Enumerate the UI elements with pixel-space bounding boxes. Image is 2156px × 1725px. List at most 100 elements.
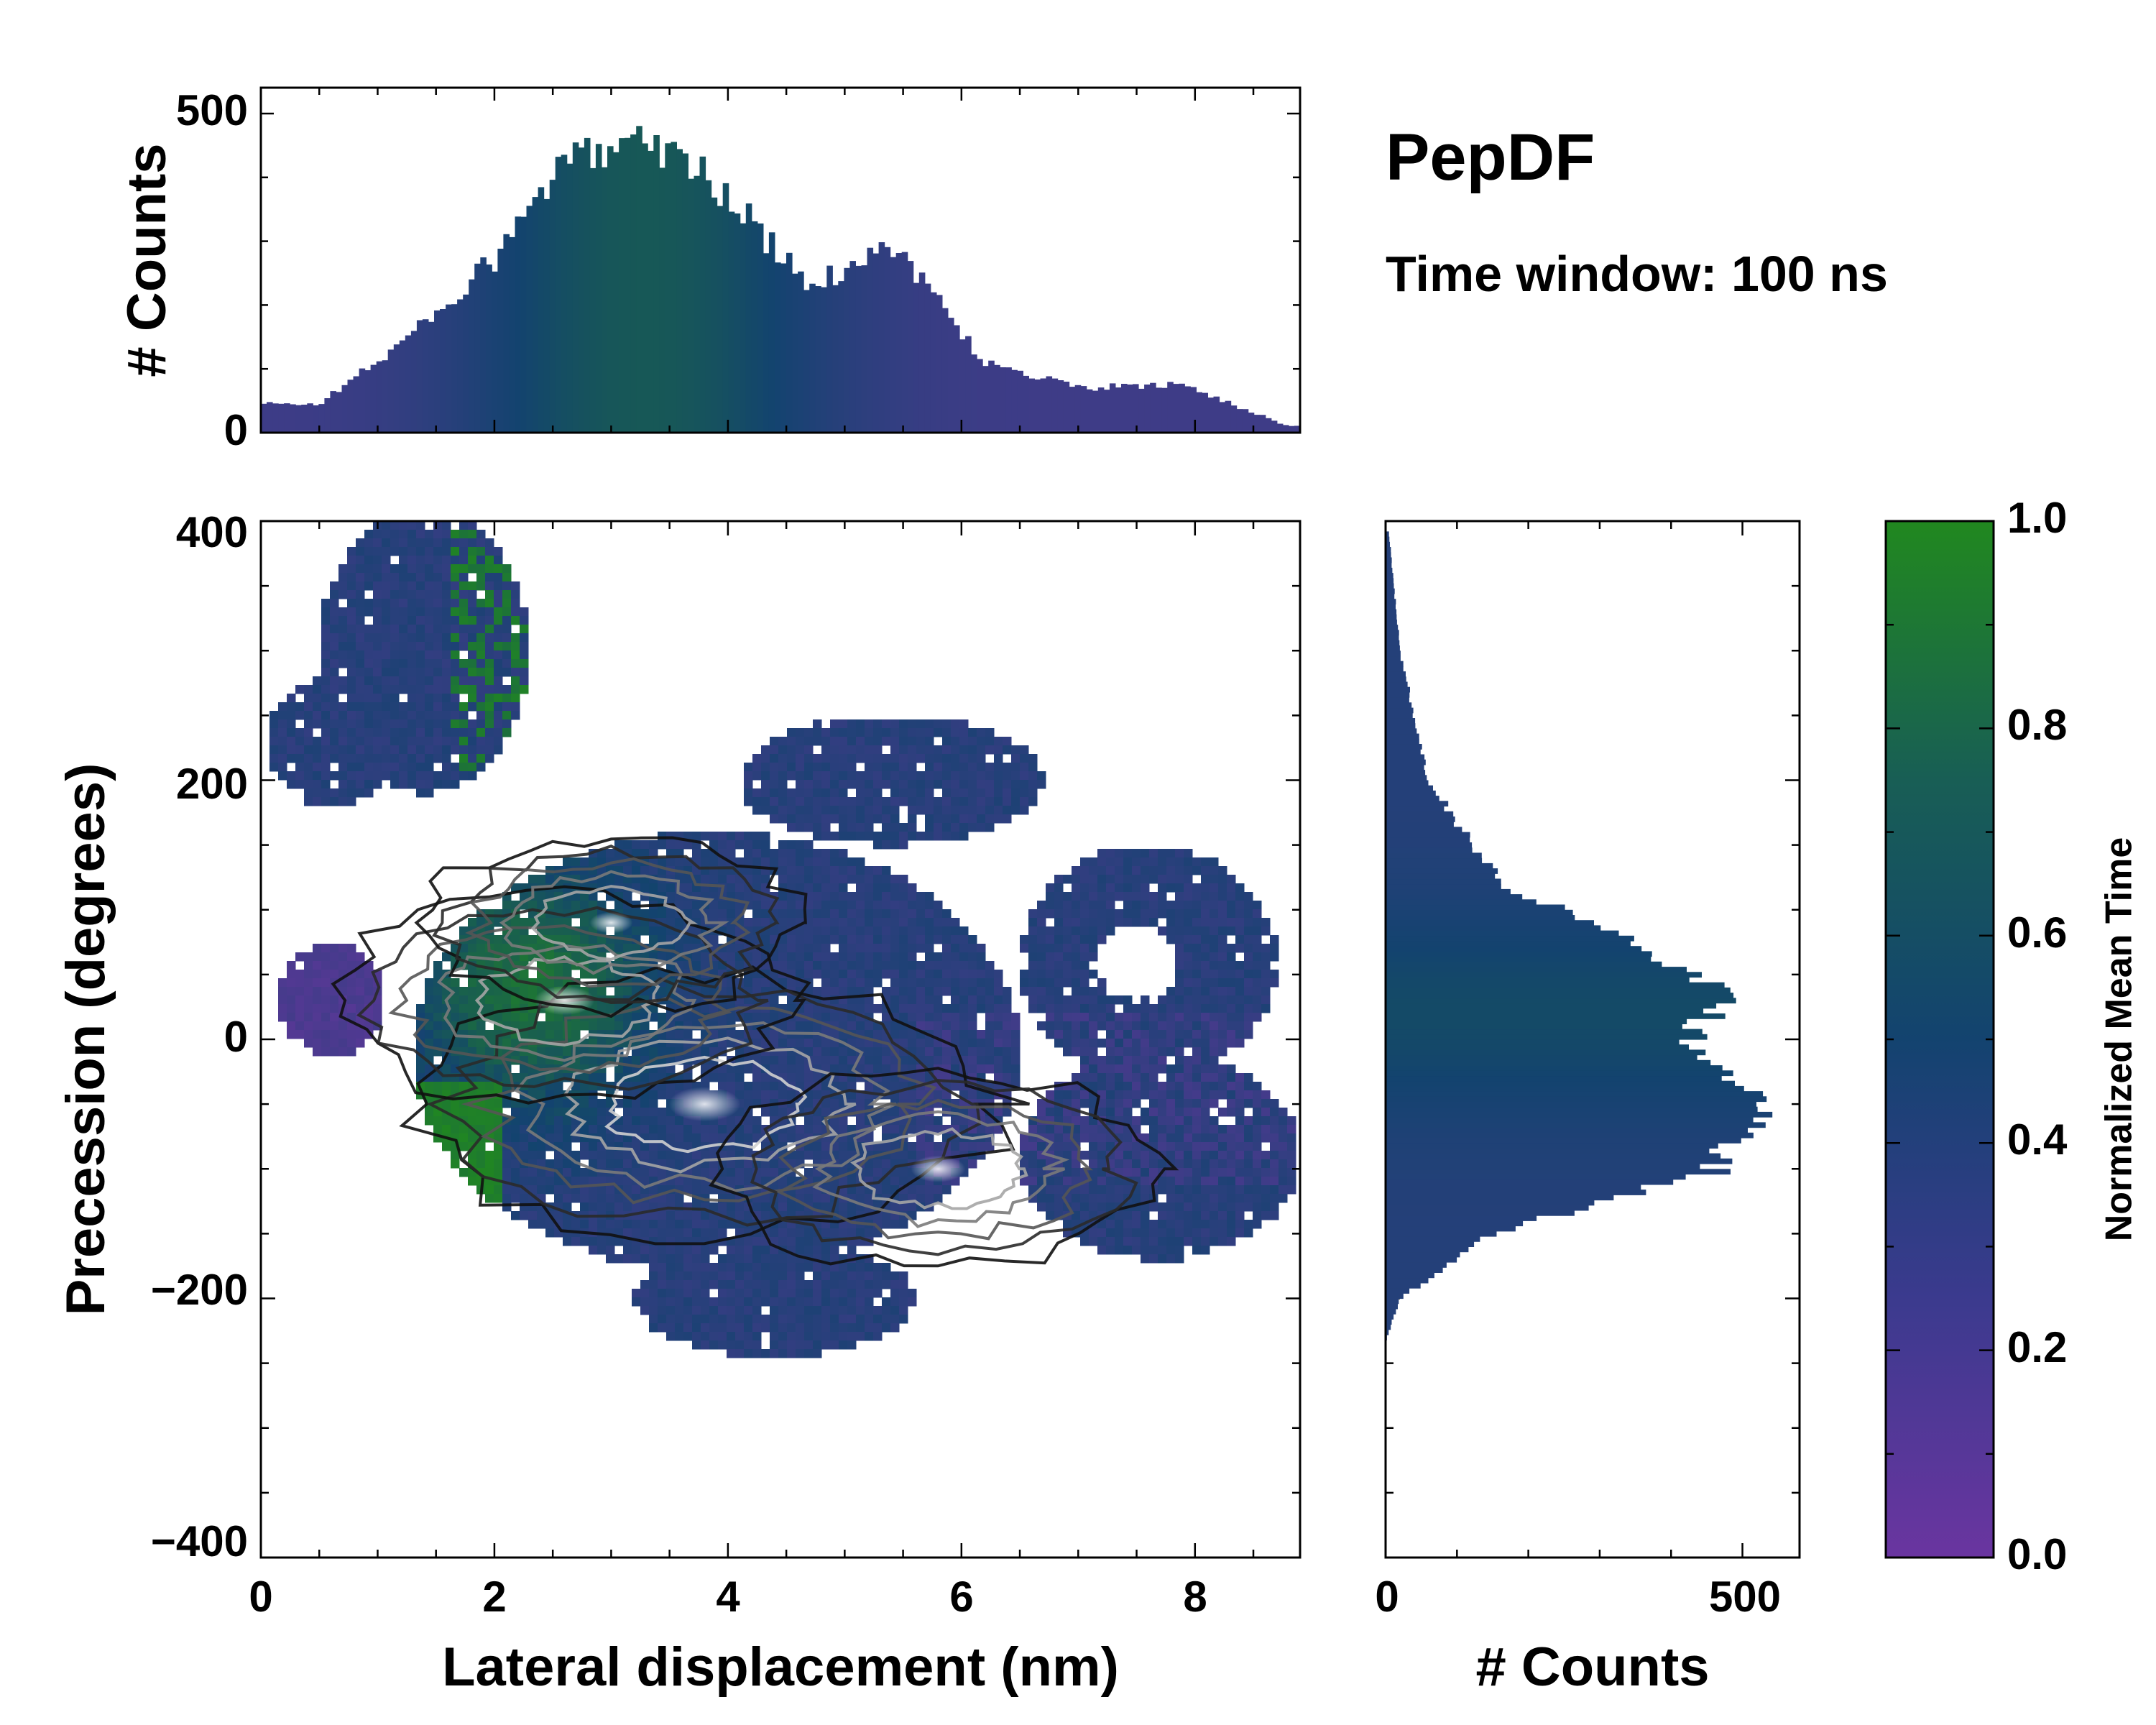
heatmap-cell: [1072, 970, 1081, 979]
heatmap-cell: [735, 961, 745, 970]
heatmap-cell: [709, 1315, 719, 1324]
heatmap-cell: [813, 909, 822, 919]
top-histogram-bar: [422, 319, 429, 433]
heatmap-cell: [1080, 1047, 1089, 1057]
heatmap-cell: [373, 719, 382, 729]
heatmap-cell: [442, 780, 451, 789]
heatmap-cell: [804, 875, 814, 884]
heatmap-cell: [321, 607, 331, 617]
top-histogram-bar: [948, 318, 954, 433]
top-histogram-bar: [336, 392, 342, 433]
heatmap-cell: [761, 1211, 770, 1220]
heatmap-cell: [752, 797, 762, 806]
top-histogram-bar: [405, 335, 412, 433]
heatmap-cell: [476, 728, 486, 737]
heatmap-cell: [666, 1013, 676, 1022]
heatmap-cell: [1106, 1073, 1115, 1082]
heatmap-cell: [813, 875, 822, 884]
heatmap-cell: [735, 1280, 745, 1289]
heatmap-cell: [399, 763, 408, 772]
heatmap-cell: [494, 1168, 503, 1177]
heatmap-cell: [330, 1030, 339, 1039]
heatmap-cell: [934, 1142, 943, 1151]
heatmap-cell: [1089, 1004, 1098, 1013]
heatmap-cell: [683, 875, 693, 884]
heatmap-cell: [1046, 1194, 1055, 1203]
heatmap-cell: [563, 1133, 572, 1143]
heatmap-cell: [1115, 1064, 1124, 1074]
heatmap-cell: [494, 625, 503, 634]
heatmap-cell: [847, 719, 857, 729]
heatmap-cell: [813, 952, 822, 962]
top-histogram-bar: [1092, 390, 1099, 433]
heatmap-cell: [1072, 892, 1081, 901]
heatmap-cell: [718, 1297, 727, 1307]
heatmap-cell: [744, 1177, 753, 1186]
heatmap-cell: [951, 1013, 960, 1022]
heatmap-cell: [330, 737, 339, 746]
top-histogram-bar: [884, 247, 891, 433]
heatmap-cell: [683, 1289, 693, 1298]
heatmap-cell: [1072, 1030, 1081, 1039]
heatmap-cell: [882, 1323, 891, 1333]
heatmap-cell: [942, 771, 952, 781]
heatmap-cell: [502, 944, 512, 953]
heatmap-cell: [899, 840, 908, 850]
heatmap-cell: [416, 754, 425, 763]
top-histogram-bar: [642, 143, 648, 433]
heatmap-cell: [873, 1315, 883, 1324]
heatmap-cell: [1141, 1254, 1150, 1264]
heatmap-cell: [778, 1323, 788, 1333]
heatmap-cell: [511, 711, 520, 720]
top-histogram-bar: [1103, 390, 1110, 433]
heatmap-cell: [1106, 1013, 1115, 1022]
heatmap-cell: [847, 771, 857, 781]
heatmap-cell: [821, 1151, 831, 1160]
heatmap-cell: [796, 926, 805, 936]
heatmap-cell: [1097, 935, 1107, 944]
heatmap-cell: [545, 918, 555, 927]
heatmap-cell: [321, 694, 331, 703]
heatmap-cell: [890, 961, 900, 970]
heatmap-cell: [675, 1332, 684, 1341]
heatmap-cell: [563, 1047, 572, 1057]
heatmap-cell: [528, 935, 538, 944]
heatmap-cell: [459, 556, 469, 565]
heatmap-cell: [1106, 1021, 1115, 1031]
heatmap-cell: [313, 995, 322, 1005]
heatmap-cell: [330, 694, 339, 703]
heatmap-cell: [407, 521, 417, 530]
heatmap-cell: [925, 788, 934, 798]
heatmap-cell: [356, 745, 365, 755]
heatmap-cell: [977, 797, 986, 806]
heatmap-cell: [640, 1297, 650, 1307]
top-histogram-bar: [353, 376, 360, 433]
heatmap-cell: [856, 918, 865, 927]
top-histogram-bar: [341, 385, 349, 433]
heatmap-cell: [623, 1099, 632, 1108]
heatmap-cell: [1115, 1030, 1124, 1039]
heatmap-cell: [1011, 745, 1021, 755]
heatmap-cell: [770, 1340, 779, 1350]
heatmap-cell: [321, 625, 331, 634]
heatmap-cell: [942, 788, 952, 798]
top-histogram-bar: [734, 213, 741, 433]
heatmap-cell: [502, 642, 512, 651]
heatmap-cell: [770, 1315, 779, 1324]
heatmap-cell: [1106, 1047, 1115, 1057]
top-histogram-bar: [607, 146, 614, 433]
heatmap-cell: [1003, 737, 1012, 746]
heatmap-cell: [994, 780, 1003, 789]
heatmap-cell: [571, 1177, 581, 1186]
top-histogram-bar: [1023, 375, 1029, 433]
heatmap-cell: [399, 754, 408, 763]
heatmap-cell: [347, 625, 356, 634]
heatmap-cell: [1011, 1021, 1021, 1031]
heatmap-cell: [485, 702, 494, 712]
heatmap-cell: [899, 763, 908, 772]
heatmap-cell: [821, 728, 831, 737]
heatmap-cell: [752, 840, 762, 850]
heatmap-cell: [485, 538, 494, 548]
heatmap-cell: [934, 918, 943, 927]
heatmap-cell: [390, 607, 400, 617]
